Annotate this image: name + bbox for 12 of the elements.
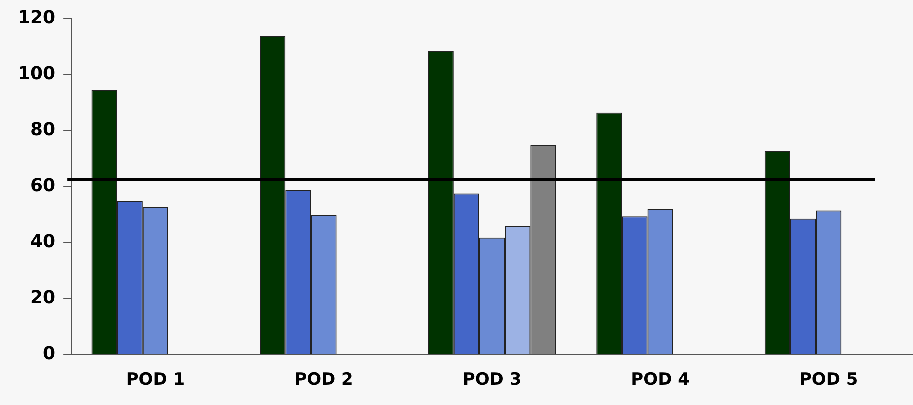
y-tick-label: 60 [30,175,56,196]
y-tick-label: 40 [30,231,56,252]
y-tick-label: 20 [30,287,56,308]
y-tick-label: 80 [30,119,56,140]
y-tick-label: 0 [43,343,56,364]
x-tick-label: POD 1 [126,370,186,390]
y-tick-label: 100 [18,63,56,84]
y-tick-label: 120 [18,7,56,28]
x-tick-label: POD 4 [631,370,690,390]
x-tick-label: POD 5 [799,370,858,390]
x-tick-label: POD 3 [462,370,522,390]
x-tick-label: POD 2 [294,370,354,390]
